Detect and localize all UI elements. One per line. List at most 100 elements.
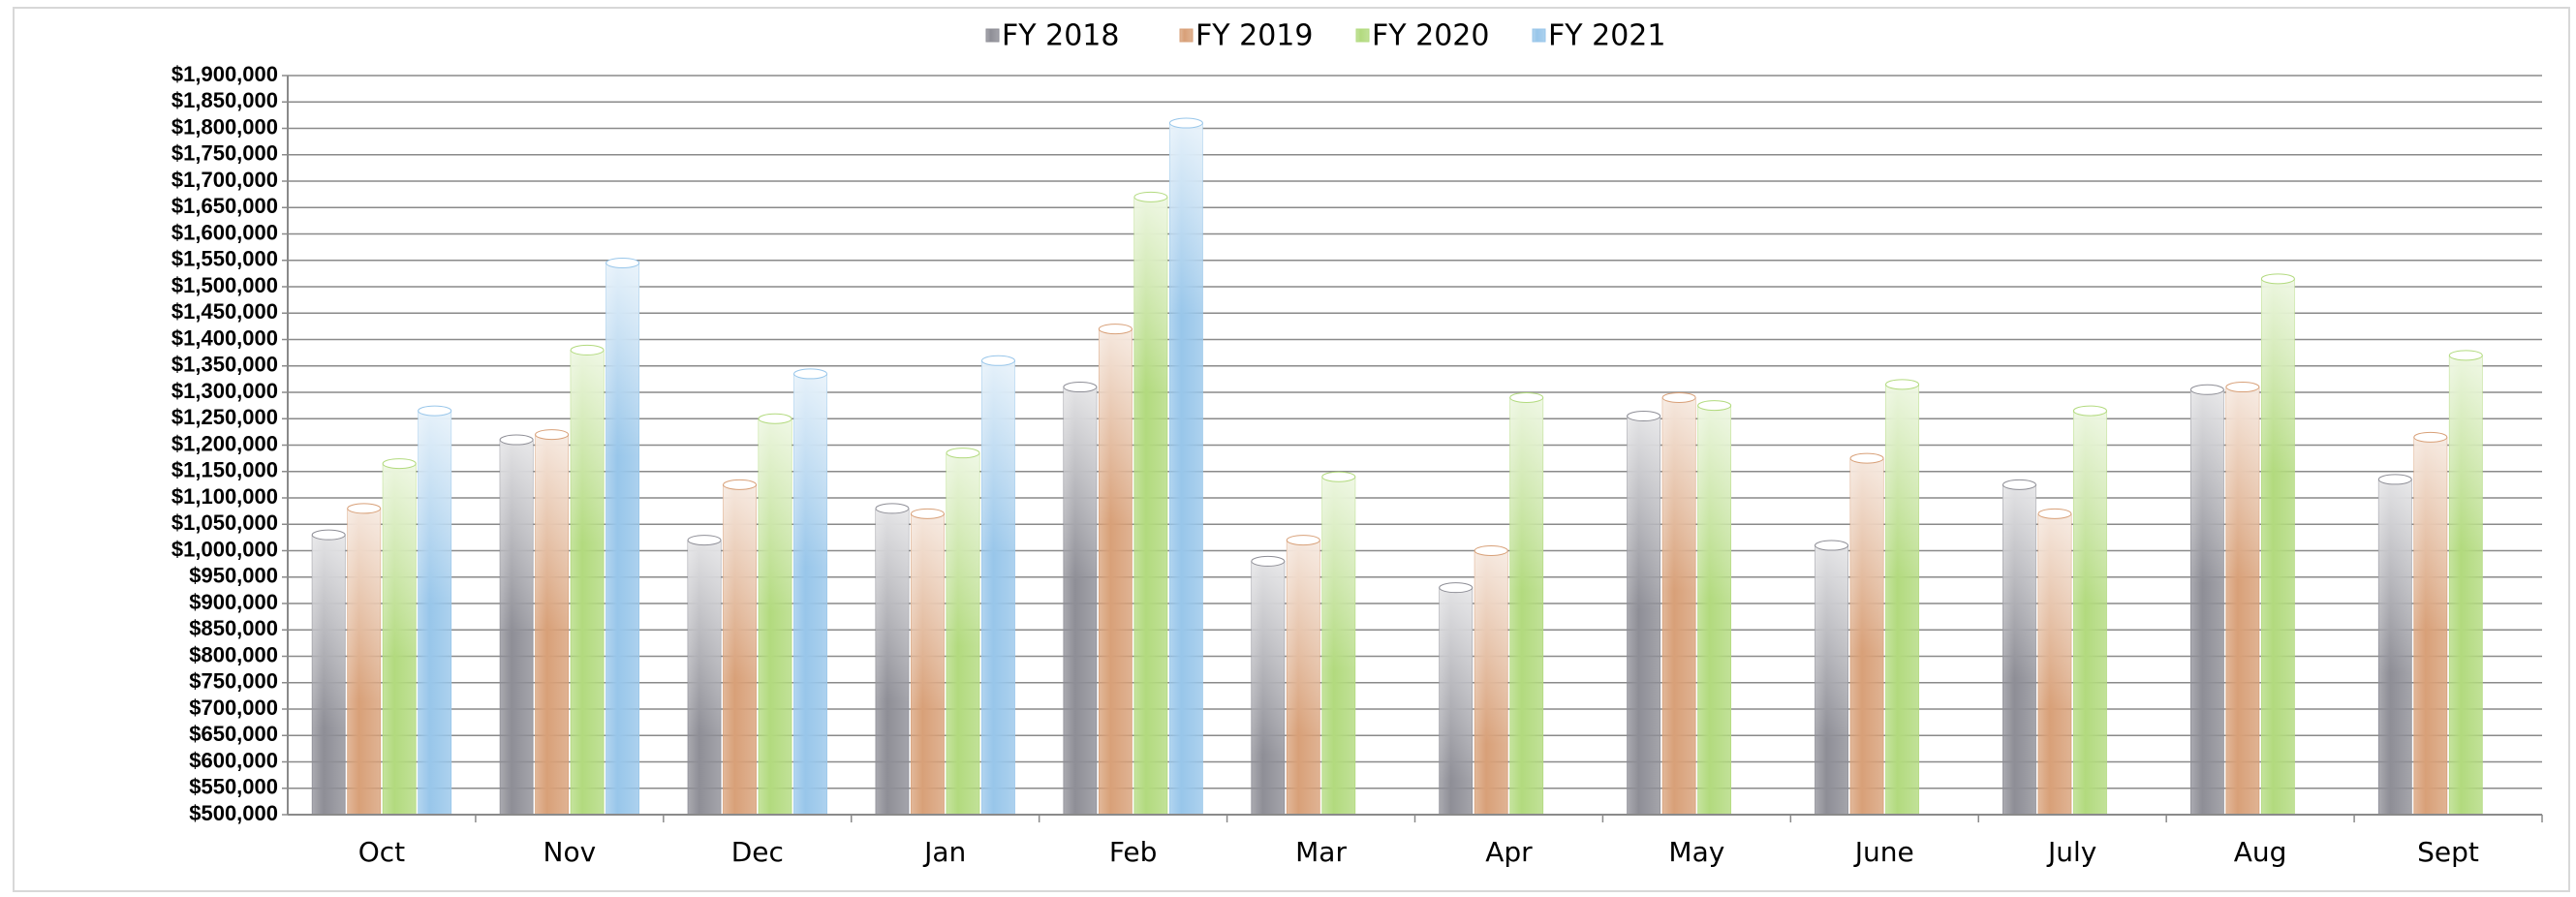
- legend-label: FY 2018: [1002, 19, 1119, 53]
- bar-highlight: [1850, 458, 1884, 653]
- x-tick-label: Jan: [922, 836, 966, 868]
- y-tick-label: $950,000: [189, 564, 278, 588]
- bar-highlight: [605, 263, 639, 457]
- y-tick-label: $900,000: [189, 590, 278, 614]
- bar-top: [910, 508, 945, 519]
- y-tick-label: $1,600,000: [171, 220, 278, 244]
- x-tick-label: July: [2046, 836, 2096, 868]
- legend-label: FY 2021: [1548, 19, 1665, 53]
- bar-top: [1063, 382, 1098, 393]
- bar-top: [605, 257, 640, 268]
- bar-top: [1509, 391, 1544, 403]
- legend-swatch: [1355, 28, 1370, 43]
- bar-top: [1098, 324, 1133, 335]
- legend-label: FY 2020: [1372, 19, 1489, 53]
- bar-highlight: [347, 508, 381, 702]
- y-tick-label: $1,700,000: [171, 168, 278, 192]
- bar-highlight: [981, 360, 1015, 555]
- bar-highlight: [1697, 405, 1731, 600]
- y-tick-label: $1,000,000: [171, 537, 278, 561]
- bar-top: [2260, 273, 2295, 285]
- y-tick-label: $650,000: [189, 722, 278, 746]
- bar-highlight: [2002, 484, 2036, 679]
- x-tick-label: Oct: [358, 836, 405, 868]
- x-tick-label: Apr: [1485, 836, 1533, 868]
- bar-top: [1849, 452, 1884, 464]
- x-tick-label: May: [1668, 836, 1724, 868]
- y-tick-label: $800,000: [189, 642, 278, 666]
- bar-highlight: [911, 513, 945, 708]
- bar-highlight: [1063, 387, 1097, 581]
- bar-top: [499, 434, 534, 446]
- bar-highlight: [2413, 437, 2447, 632]
- bar-highlight: [759, 418, 792, 613]
- bar-top: [382, 458, 417, 470]
- bar-highlight: [793, 373, 827, 568]
- bar-highlight: [1133, 197, 1167, 391]
- y-tick-label: $850,000: [189, 616, 278, 640]
- bar-top: [1133, 191, 1168, 202]
- y-tick-label: $1,200,000: [171, 431, 278, 455]
- y-tick-label: $1,350,000: [171, 353, 278, 377]
- legend-swatch: [1532, 28, 1546, 43]
- x-tick-label: Sept: [2417, 836, 2479, 868]
- y-tick-label: $1,400,000: [171, 325, 278, 350]
- bar-highlight: [500, 440, 534, 634]
- bar-highlight: [1321, 477, 1355, 671]
- bar-highlight: [1169, 123, 1203, 318]
- bar-top: [946, 448, 980, 459]
- y-tick-label: $550,000: [189, 775, 278, 799]
- bar-top: [2037, 508, 2072, 519]
- bar-top: [687, 535, 722, 546]
- y-tick-label: $1,900,000: [171, 62, 278, 86]
- bar-top: [535, 429, 570, 441]
- y-tick-label: $1,100,000: [171, 484, 278, 509]
- bar-top: [418, 405, 452, 417]
- bar-top: [793, 368, 828, 380]
- bar-highlight: [1815, 545, 1848, 740]
- y-tick-label: $1,850,000: [171, 88, 278, 112]
- y-tick-label: $1,500,000: [171, 273, 278, 297]
- bar-top: [2413, 431, 2448, 443]
- bar-highlight: [1885, 384, 1919, 578]
- bar-highlight: [1474, 550, 1508, 745]
- x-tick-label: Dec: [731, 836, 784, 868]
- bar-top: [2002, 479, 2036, 490]
- bar-top: [1885, 379, 1920, 390]
- x-tick-label: Nov: [543, 836, 597, 868]
- bar-highlight: [2378, 479, 2412, 673]
- bar-top: [570, 344, 605, 356]
- bar-highlight: [2261, 278, 2295, 473]
- x-tick-label: Mar: [1295, 836, 1347, 868]
- bar-highlight: [2449, 355, 2483, 549]
- bar-top: [1439, 582, 1474, 594]
- bar-highlight: [1509, 397, 1543, 592]
- bar-highlight: [688, 540, 722, 734]
- bar-top: [2225, 382, 2260, 393]
- bar-top: [2377, 474, 2412, 485]
- bar-top: [2189, 384, 2224, 395]
- bar-top: [1815, 540, 1849, 551]
- bar-top: [1286, 535, 1320, 546]
- y-tick-label: $750,000: [189, 669, 278, 694]
- bar-highlight: [1287, 540, 1320, 734]
- bar-highlight: [2037, 513, 2071, 708]
- bar-highlight: [875, 508, 909, 702]
- bar-top: [347, 503, 382, 514]
- bar-highlight: [571, 350, 605, 544]
- bar-top: [1627, 411, 1661, 422]
- y-tick-label: $1,450,000: [171, 299, 278, 324]
- chart-frame: [13, 7, 2570, 892]
- bar-top: [1697, 400, 1732, 412]
- bar-highlight: [723, 484, 757, 679]
- bar-top: [980, 355, 1015, 366]
- y-tick-label: $500,000: [189, 801, 278, 825]
- legend-label: FY 2019: [1195, 19, 1313, 53]
- legend-swatch: [985, 28, 1000, 43]
- bar-highlight: [1251, 561, 1285, 756]
- bar-highlight: [535, 434, 569, 629]
- bar-top: [1321, 471, 1356, 482]
- x-tick-label: Aug: [2234, 836, 2287, 868]
- bar-highlight: [2190, 389, 2224, 584]
- bar-highlight: [418, 411, 451, 605]
